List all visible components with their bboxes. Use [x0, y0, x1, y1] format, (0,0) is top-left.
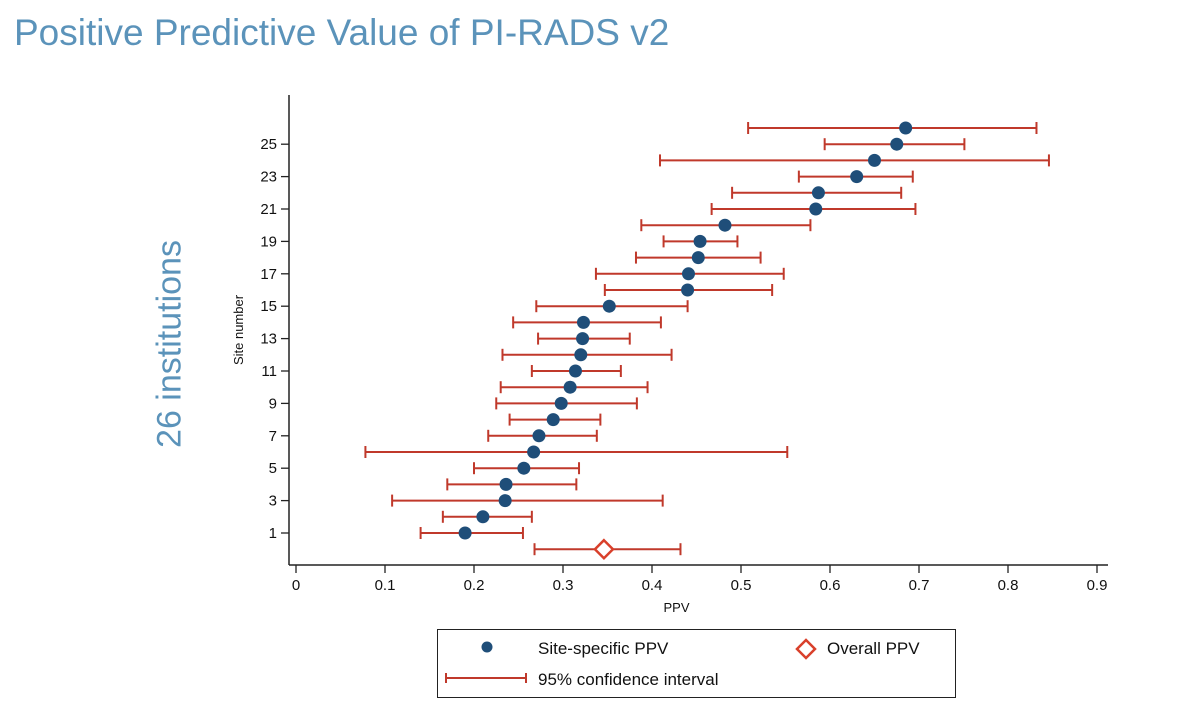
y-tick-label: 17 [260, 266, 277, 283]
legend-dot-icon [481, 641, 493, 653]
x-tick-label: 0.1 [375, 577, 396, 594]
site-ppv-point [811, 186, 825, 200]
legend-interval-icon [445, 673, 527, 683]
y-tick-label: 21 [260, 201, 277, 218]
y-tick-label: 7 [269, 428, 277, 445]
site-ppv-point [809, 202, 823, 216]
site-ppv-point [499, 477, 513, 491]
x-tick-label: 0.9 [1087, 577, 1108, 594]
site-ppv-point [458, 526, 472, 540]
x-axis-title: PPV [663, 600, 689, 615]
site-ppv-point [691, 251, 705, 265]
site-ppv-point [568, 364, 582, 378]
y-tick-label: 13 [260, 331, 277, 348]
overall-ppv-diamond [593, 538, 615, 560]
x-tick-label: 0.4 [642, 577, 663, 594]
site-ppv-point [527, 445, 541, 459]
x-tick-label: 0.8 [998, 577, 1019, 594]
y-tick-label: 11 [261, 363, 277, 380]
legend-diamond-icon [795, 638, 817, 660]
y-axis-title: Site number [231, 294, 246, 365]
site-ppv-point [850, 170, 864, 184]
slide-title: Positive Predictive Value of PI-RADS v2 [14, 12, 670, 53]
x-tick-label: 0.3 [553, 577, 574, 594]
site-ppv-point [899, 121, 913, 135]
axes [281, 95, 1108, 573]
legend-overall-ppv: Overall PPV [827, 639, 920, 658]
site-ppv-point [718, 218, 732, 232]
y-tick-label: 25 [260, 136, 277, 153]
site-ppv-point [532, 429, 546, 443]
site-ppv-point [563, 380, 577, 394]
x-tick-label: 0.5 [731, 577, 752, 594]
site-ppv-point [576, 332, 590, 346]
axis-labels: 0 0.1 0.2 0.3 0.4 0.5 0.6 0.7 0.8 0.9135791113151… [231, 136, 1107, 615]
y-tick-label: 3 [269, 493, 277, 510]
site-ppv-point [476, 510, 490, 524]
ppv-points [458, 121, 913, 560]
site-ppv-point [868, 153, 881, 167]
y-tick-label: 19 [260, 233, 277, 250]
legend-site-ppv: Site-specific PPV [538, 639, 669, 658]
confidence-intervals [364, 122, 1050, 556]
site-ppv-point [681, 267, 695, 281]
x-tick-label: 0.2 [464, 577, 485, 594]
site-ppv-point [498, 494, 512, 508]
site-ppv-point [546, 413, 560, 427]
legend-confidence-interval: 95% confidence interval [538, 670, 719, 689]
site-ppv-point [890, 137, 904, 151]
x-tick-label: 0.7 [909, 577, 930, 594]
legend: Site-specific PPV Overall PPV 95% confid… [437, 629, 956, 698]
site-ppv-point [693, 234, 707, 248]
site-ppv-point [681, 283, 695, 297]
site-ppv-point [574, 348, 588, 362]
y-tick-label: 15 [260, 298, 277, 315]
y-tick-label: 5 [269, 460, 277, 477]
site-ppv-point [517, 461, 531, 475]
y-tick-label: 1 [269, 525, 277, 542]
x-tick-label: 0 [292, 577, 300, 594]
site-ppv-point [602, 299, 616, 313]
x-tick-label: 0.6 [820, 577, 841, 594]
site-ppv-point [576, 315, 590, 329]
y-tick-label: 23 [260, 169, 277, 186]
y-tick-label: 9 [269, 395, 277, 412]
site-ppv-point [554, 396, 568, 410]
